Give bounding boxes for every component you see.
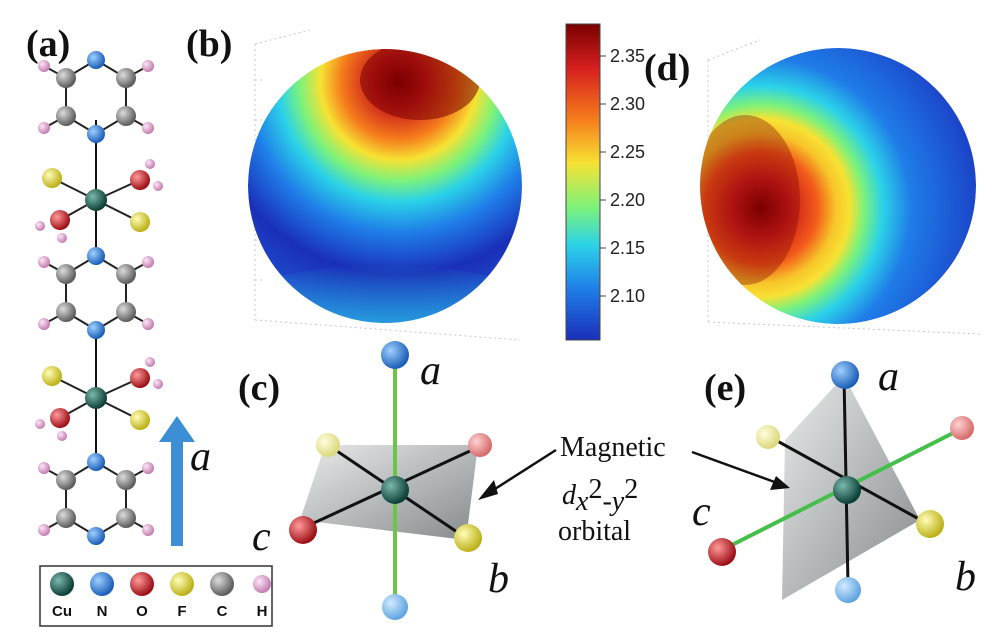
panel-label-c: (c) bbox=[238, 367, 280, 409]
annotation-line3: orbital bbox=[558, 516, 631, 547]
element-legend: Cu N O F C H bbox=[39, 565, 273, 627]
hydrogen-atom bbox=[153, 379, 163, 389]
legend-label-n: N bbox=[97, 603, 108, 620]
hydrogen-atom bbox=[38, 256, 50, 268]
hydrogen-atom bbox=[145, 159, 155, 169]
legend-label-h: H bbox=[257, 603, 268, 620]
carbon-atom bbox=[56, 508, 76, 528]
hydrogen-atom bbox=[142, 318, 154, 330]
fluorine-atom bbox=[42, 366, 62, 386]
nitrogen-atom bbox=[87, 321, 105, 339]
hydrogen-atom bbox=[142, 122, 154, 134]
copper-atom bbox=[85, 189, 107, 211]
legend-swatch-f bbox=[170, 572, 194, 596]
nitrogen-atom bbox=[87, 125, 105, 143]
carbon-atom bbox=[116, 302, 136, 322]
hydrogen-atom bbox=[57, 431, 67, 441]
carbon-atom bbox=[116, 106, 136, 126]
oxygen-atom bbox=[130, 368, 150, 388]
annotation-line1: Magnetic bbox=[560, 432, 666, 463]
panel-c-octahedron bbox=[289, 341, 492, 620]
panel-label-b: (b) bbox=[186, 23, 232, 65]
hydrogen-atom bbox=[35, 419, 45, 429]
panel-label-d: (d) bbox=[644, 47, 690, 89]
orbital-annotation: Magnetic dx2-y2 orbital bbox=[478, 432, 790, 547]
fluorine-atom bbox=[130, 212, 150, 232]
colorbar-tick-label: 2.20 bbox=[610, 190, 645, 210]
hydrogen-atom bbox=[35, 221, 45, 231]
nitrogen-atom bbox=[87, 453, 105, 471]
panel-e-axis-b: b bbox=[955, 554, 976, 600]
legend-swatch-n bbox=[90, 572, 114, 596]
carbon-atom bbox=[116, 508, 136, 528]
colorbar-tick-label: 2.25 bbox=[610, 142, 645, 162]
colorbar-tick-label: 2.10 bbox=[610, 286, 645, 306]
nitrogen-atom bbox=[87, 527, 105, 545]
nitrogen-atom bbox=[87, 247, 105, 265]
carbon-atom bbox=[56, 106, 76, 126]
legend-label-o: O bbox=[136, 603, 148, 620]
fluorine-atom bbox=[130, 410, 150, 430]
hydrogen-atom bbox=[38, 122, 50, 134]
carbon-atom bbox=[56, 470, 76, 490]
carbon-atom bbox=[116, 68, 136, 88]
hydrogen-atom bbox=[145, 357, 155, 367]
legend-swatch-cu bbox=[50, 572, 74, 596]
carbon-atom bbox=[116, 264, 136, 284]
hydrogen-atom bbox=[38, 60, 50, 72]
panel-e-axis-c: c bbox=[692, 489, 711, 535]
panel-c-axis-b: b bbox=[488, 556, 509, 602]
oxygen-atom bbox=[50, 408, 70, 428]
chain-axis-arrow bbox=[159, 416, 195, 546]
legend-label-f: F bbox=[177, 603, 186, 620]
panel-b-sphere bbox=[248, 49, 522, 323]
annotation-orbital-symbol: dx2-y2 bbox=[562, 474, 638, 517]
legend-swatch-h bbox=[253, 575, 271, 593]
panel-a-structure bbox=[35, 51, 163, 545]
panel-d-sphere bbox=[700, 48, 976, 324]
panel-label-e: (e) bbox=[704, 367, 746, 409]
oxygen-atom bbox=[50, 210, 70, 230]
hydrogen-atom bbox=[57, 233, 67, 243]
legend-swatch-c bbox=[210, 572, 234, 596]
legend-label-cu: Cu bbox=[52, 603, 72, 620]
legend-swatch-o bbox=[130, 572, 154, 596]
carbon-atom bbox=[56, 68, 76, 88]
fluorine-atom bbox=[42, 168, 62, 188]
hydrogen-atom bbox=[142, 524, 154, 536]
panel-label-a: (a) bbox=[26, 23, 70, 65]
panel-e-octahedron bbox=[708, 361, 974, 603]
carbon-atom bbox=[56, 264, 76, 284]
hydrogen-atom bbox=[142, 462, 154, 474]
colorbar-tick-label: 2.15 bbox=[610, 238, 645, 258]
panel-e-axis-a: a bbox=[878, 354, 899, 400]
hydrogen-atom bbox=[142, 60, 154, 72]
hydrogen-atom bbox=[38, 524, 50, 536]
hydrogen-atom bbox=[38, 318, 50, 330]
copper-atom bbox=[85, 387, 107, 409]
colorbar-tick-label: 2.30 bbox=[610, 94, 645, 114]
panel-c-axis-a: a bbox=[420, 348, 441, 394]
chain-axis-label: a bbox=[190, 434, 211, 480]
colorbar: 2.35 2.30 2.25 2.20 2.15 2.10 bbox=[565, 23, 645, 341]
nitrogen-atom bbox=[87, 51, 105, 69]
oxygen-atom bbox=[130, 170, 150, 190]
hydrogen-atom bbox=[38, 462, 50, 474]
carbon-atom bbox=[56, 302, 76, 322]
carbon-atom bbox=[116, 470, 136, 490]
colorbar-tick-label: 2.35 bbox=[610, 46, 645, 66]
legend-label-c: C bbox=[217, 603, 228, 620]
hydrogen-atom bbox=[142, 256, 154, 268]
hydrogen-atom bbox=[153, 181, 163, 191]
panel-c-axis-c: c bbox=[252, 514, 271, 560]
